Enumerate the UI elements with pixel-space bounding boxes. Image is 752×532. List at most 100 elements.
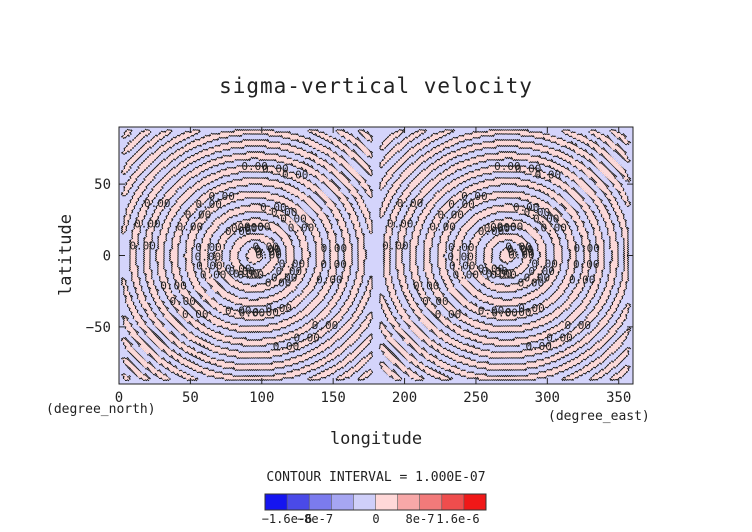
contour-value-label: 0.00 bbox=[282, 169, 309, 182]
contour-value-label: 0.00 bbox=[195, 198, 222, 211]
contour-value-label: 0.00 bbox=[279, 258, 306, 271]
x-tick-label: 250 bbox=[463, 390, 488, 406]
contour-value-label: 0.00 bbox=[525, 340, 552, 353]
colorbar-swatch bbox=[265, 494, 288, 510]
x-tick-label: 300 bbox=[535, 390, 560, 406]
contour-value-label: 0.00 bbox=[239, 307, 266, 320]
contour-value-label: 0.00 bbox=[288, 221, 315, 234]
colorbar-swatch bbox=[463, 494, 487, 510]
contour-value-label: 0.00 bbox=[507, 243, 534, 256]
colorbar-tick-label: 1.6e-6 bbox=[436, 512, 479, 526]
x-axis: 0 50 100 150 200 250 300 350 bbox=[115, 127, 631, 406]
contour-value-label: 0.00 bbox=[321, 242, 348, 255]
contour-value-label: 0.00 bbox=[540, 221, 567, 234]
contour-value-label: 0.00 bbox=[241, 160, 268, 173]
contour-value-label: 0.00 bbox=[531, 258, 558, 271]
contour-value-label: 0.00 bbox=[320, 258, 347, 271]
colorbar-tick-label: −1.6e-6 bbox=[262, 512, 313, 526]
contour-value-label: 0.00 bbox=[508, 246, 535, 259]
contour-value-label: 0.00 bbox=[478, 262, 505, 275]
contour-value-label: 0.00 bbox=[200, 268, 227, 281]
contour-value-label: 0.00 bbox=[447, 250, 474, 263]
contour-value-label: 0.00 bbox=[237, 221, 264, 234]
contour-value-label: 0.00 bbox=[185, 209, 212, 222]
contour-value-label: 0.00 bbox=[255, 246, 282, 259]
contour-value-label: 0.00 bbox=[505, 306, 532, 319]
x-tick-label: 150 bbox=[321, 390, 346, 406]
contour-value-label: 0.00 bbox=[524, 206, 551, 219]
contour-value-label: 0.00 bbox=[490, 269, 517, 282]
contour-value-label: 0.00 bbox=[453, 268, 480, 281]
contour-value-label: 0.00 bbox=[569, 274, 596, 287]
contour-value-label: 0.00 bbox=[252, 306, 279, 319]
contour-value-label: 0.00 bbox=[513, 201, 540, 214]
contour-value-label: 0.00 bbox=[484, 222, 511, 235]
x-tick-label: 50 bbox=[182, 390, 199, 406]
colorbar-tick-label: −8e-7 bbox=[297, 512, 333, 526]
contour-value-label: 0.00 bbox=[129, 240, 156, 253]
y-tick-label: −50 bbox=[86, 320, 111, 336]
contour-value-label: 0.00 bbox=[524, 271, 551, 284]
contour-value-label: 0.00 bbox=[177, 221, 204, 234]
contour-value-label: 0.00 bbox=[481, 265, 508, 278]
contour-value-label: 0.00 bbox=[437, 209, 464, 222]
contour-value-label: 0.00 bbox=[486, 267, 513, 280]
x-tick-label: 350 bbox=[606, 390, 631, 406]
contour-value-label: 0.00 bbox=[229, 265, 256, 278]
contour-value-label: 0.00 bbox=[518, 277, 545, 290]
y-axis-label: latitude bbox=[56, 214, 76, 296]
zero-contour-line bbox=[120, 128, 632, 382]
contour-value-label: 0.00 bbox=[397, 197, 424, 210]
contour-value-label: 0.00 bbox=[478, 225, 505, 238]
contour-value-label: 0.00 bbox=[182, 308, 209, 321]
colorbar-swatch bbox=[287, 494, 310, 510]
contour-value-label: 0.00 bbox=[238, 269, 265, 282]
contour-value-label: 0.00 bbox=[233, 267, 260, 280]
contour-value-label: 0.00 bbox=[505, 241, 532, 254]
y-axis: −50 0 50 bbox=[86, 177, 633, 336]
contour-value-label: 0.00 bbox=[225, 225, 252, 238]
contour-value-label: 0.00 bbox=[565, 319, 592, 332]
contour-value-label: 0.00 bbox=[435, 308, 462, 321]
contour-line-layer bbox=[120, 128, 632, 382]
colorbar-swatch bbox=[375, 494, 398, 510]
contour-value-label: 0.00 bbox=[276, 265, 303, 278]
contour-value-label: 0.00 bbox=[293, 332, 320, 345]
contour-value-label: 0.00 bbox=[535, 169, 562, 182]
contour-value-label: 0.00 bbox=[271, 271, 298, 284]
contour-value-label: 0.00 bbox=[252, 241, 279, 254]
colorbar: −1.6e-6−8e-7 0 8e-7 1.6e-6 bbox=[262, 493, 487, 526]
contour-value-label: 0.00 bbox=[422, 295, 449, 308]
colorbar-tick-label: 0 bbox=[372, 512, 379, 526]
contour-value-label: 0.00 bbox=[169, 295, 196, 308]
contour-value-label: 0.00 bbox=[134, 217, 161, 230]
contour-value-label: 0.00 bbox=[255, 249, 282, 262]
x-tick-label: 0 bbox=[115, 390, 123, 406]
contour-value-label: 0.00 bbox=[518, 302, 545, 315]
contour-value-label: 0.00 bbox=[260, 201, 287, 214]
x-tick-label: 200 bbox=[392, 390, 417, 406]
colorbar-tick-label: 8e-7 bbox=[406, 512, 435, 526]
contour-value-label: 0.00 bbox=[413, 279, 440, 292]
contour-value-label: 0.00 bbox=[196, 260, 223, 273]
contour-value-label: 0.00 bbox=[225, 262, 252, 275]
contour-value-label: 0.00 bbox=[461, 190, 488, 203]
contour-value-label: 0.00 bbox=[573, 242, 600, 255]
contour-value-label: 0.00 bbox=[478, 305, 505, 318]
contour-value-label: 0.00 bbox=[490, 221, 517, 234]
contour-value-label: 0.00 bbox=[144, 197, 171, 210]
x-axis-label: longitude bbox=[330, 429, 422, 449]
contour-value-label: 0.00 bbox=[254, 243, 281, 256]
contour-value-label: 0.00 bbox=[448, 198, 475, 211]
contour-value-label: 0.00 bbox=[515, 162, 542, 175]
contour-value-label: 0.00 bbox=[262, 162, 289, 175]
contour-value-label: 0.00 bbox=[533, 213, 560, 226]
contour-value-label: 0.00 bbox=[195, 241, 222, 254]
contour-interval-text: CONTOUR INTERVAL = 1.000E-07 bbox=[266, 470, 485, 485]
x-unit-label: (degree_east) bbox=[548, 409, 650, 424]
contour-value-label: 0.00 bbox=[225, 305, 252, 318]
chart-title: sigma-vertical velocity bbox=[219, 74, 533, 98]
contour-label-layer: 0.000.000.000.000.000.000.000.000.000.00… bbox=[129, 160, 600, 353]
y-unit-label: (degree_north) bbox=[46, 402, 156, 417]
